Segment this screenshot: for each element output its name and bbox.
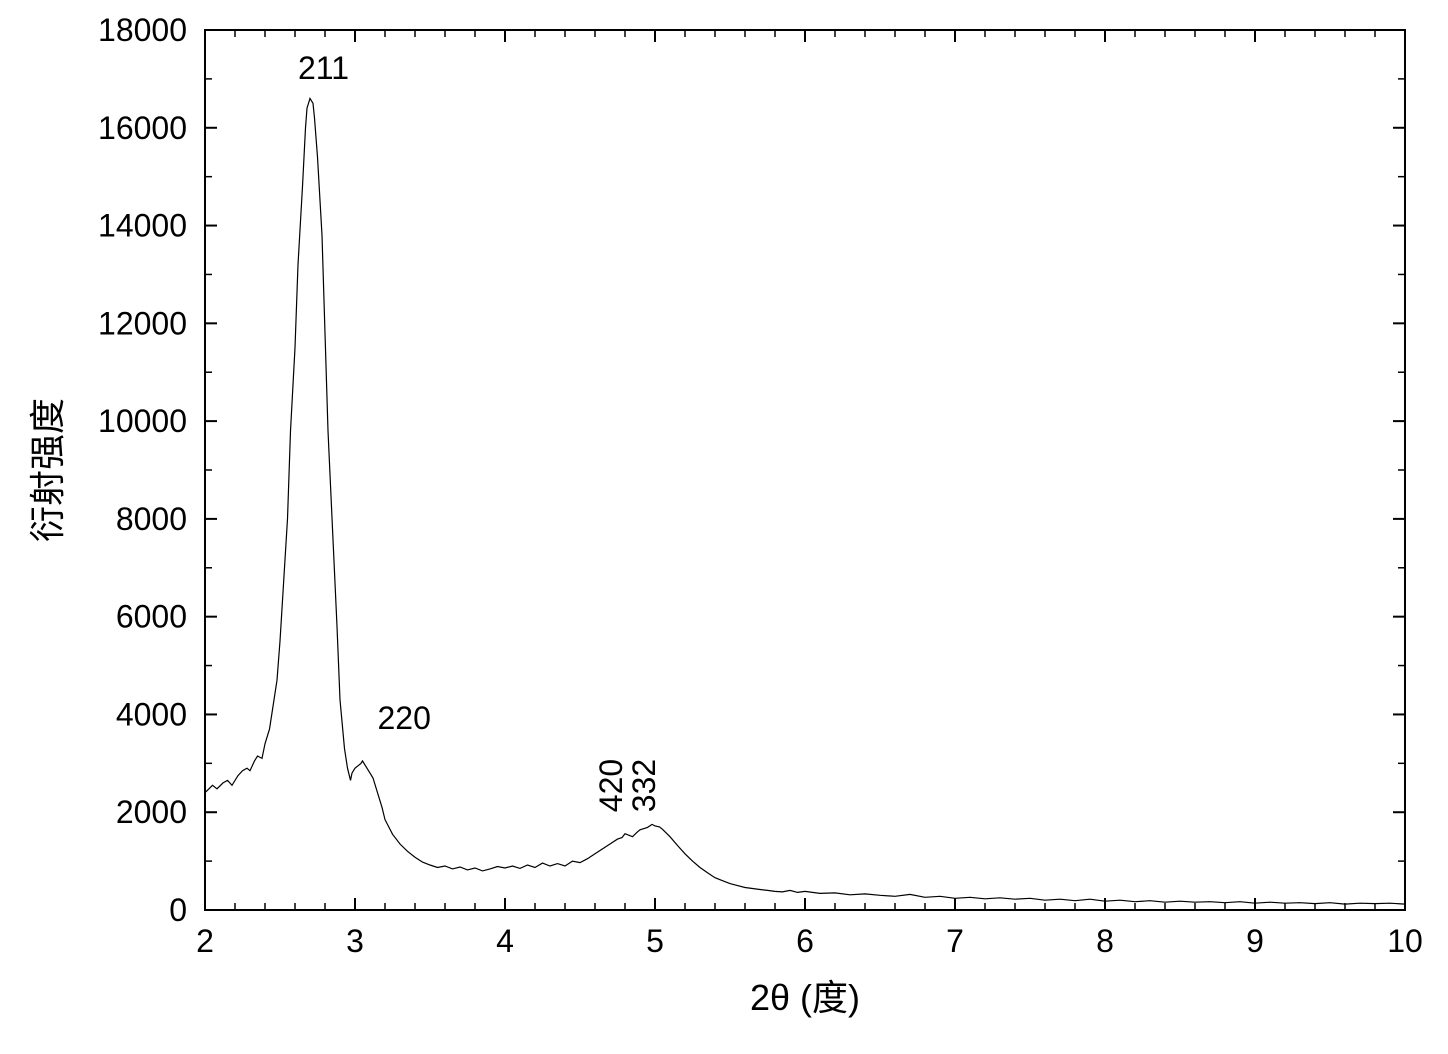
y-tick-label: 4000	[116, 696, 187, 732]
y-tick-label: 10000	[98, 403, 187, 439]
peak-label: 220	[378, 700, 431, 736]
peak-label: 211	[298, 50, 349, 86]
x-tick-label: 3	[346, 923, 364, 959]
x-tick-label: 10	[1387, 923, 1423, 959]
x-tick-label: 7	[946, 923, 964, 959]
y-tick-label: 16000	[98, 110, 187, 146]
x-tick-label: 2	[196, 923, 214, 959]
x-tick-label: 5	[646, 923, 664, 959]
y-tick-label: 18000	[98, 12, 187, 48]
x-tick-label: 9	[1246, 923, 1264, 959]
y-tick-label: 14000	[98, 208, 187, 244]
y-tick-label: 0	[169, 892, 187, 928]
xrd-data-line	[205, 98, 1405, 904]
y-axis-label: 衍射强度	[27, 398, 68, 542]
x-tick-label: 8	[1096, 923, 1114, 959]
chart-svg: 2 3 4 5 6 7 8 9 10 0 2000 4000 6000 8000 10000 12000 140…	[0, 0, 1448, 1054]
y-tick-label: 6000	[116, 599, 187, 635]
y-tick-label: 2000	[116, 794, 187, 830]
y-tick-label: 8000	[116, 501, 187, 537]
y-tick-label: 12000	[98, 305, 187, 341]
peak-label: 332	[626, 759, 662, 812]
xrd-chart: 2 3 4 5 6 7 8 9 10 0 2000 4000 6000 8000 10000 12000 140…	[0, 0, 1448, 1054]
x-tick-label: 4	[496, 923, 514, 959]
x-axis-label: 2θ (度)	[750, 977, 860, 1018]
x-tick-label: 6	[796, 923, 814, 959]
peak-label: 420	[593, 759, 629, 812]
